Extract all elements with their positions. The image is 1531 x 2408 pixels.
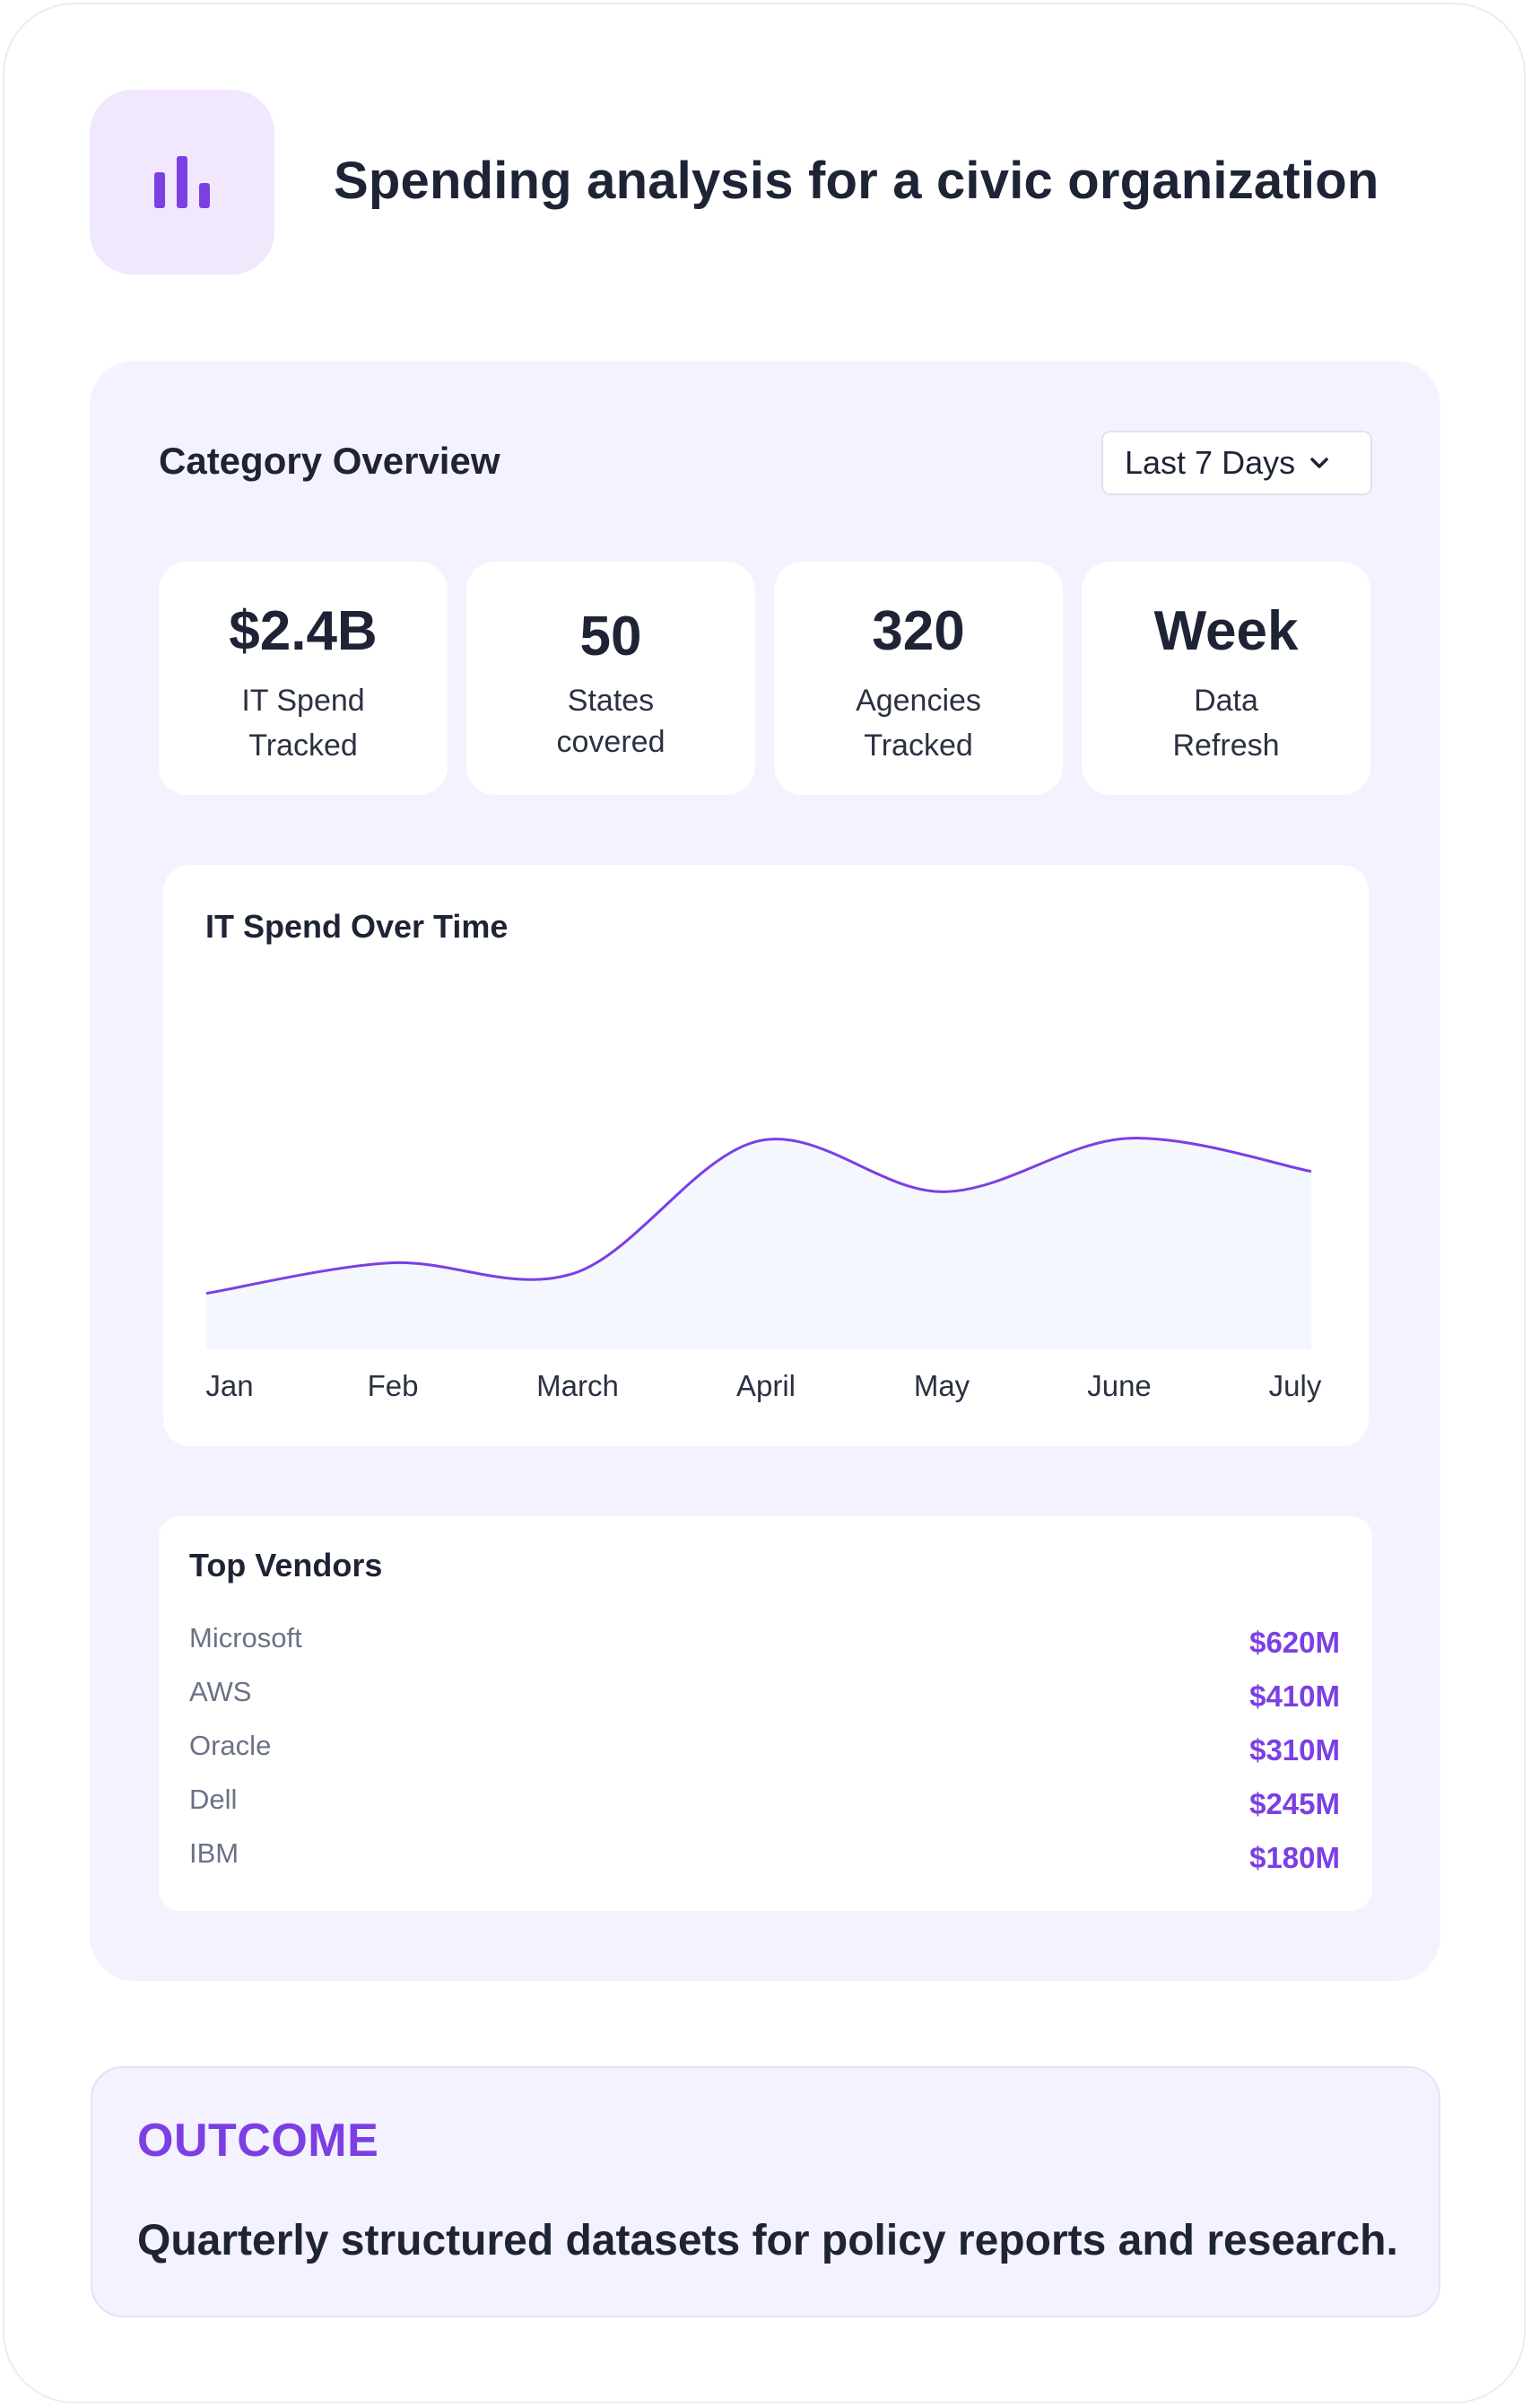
- date-range-select[interactable]: Last 7 Days: [1101, 431, 1372, 495]
- stat-value: $2.4B: [229, 600, 378, 662]
- stat-value: Week: [1153, 600, 1299, 662]
- chart-area-fill: [206, 1138, 1311, 1349]
- overview-title: Category Overview: [159, 440, 500, 482]
- vendor-name: Microsoft: [189, 1622, 302, 1653]
- vendor-amount: $410M: [1249, 1679, 1340, 1713]
- vendor-name: Dell: [189, 1784, 238, 1815]
- logo-tile: [90, 90, 274, 275]
- date-range-value: Last 7 Days: [1125, 444, 1296, 481]
- top-vendors-title: Top Vendors: [189, 1547, 383, 1584]
- outcome-box: [91, 2066, 1440, 2317]
- vendor-amount: $245M: [1249, 1787, 1340, 1820]
- stat-card-it-spend: $2.4B IT Spend Tracked: [159, 562, 448, 795]
- x-tick-label: Jan: [205, 1369, 253, 1402]
- x-tick-label: June: [1087, 1369, 1152, 1402]
- chart-title: IT Spend Over Time: [205, 908, 509, 945]
- x-tick-label: July: [1269, 1369, 1322, 1402]
- x-tick-label: March: [536, 1369, 619, 1402]
- spend-area-chart: Jan Feb March April May June July: [205, 1137, 1322, 1402]
- vendor-name: Oracle: [189, 1730, 272, 1761]
- outcome-text: Quarterly structured datasets for policy…: [137, 2217, 1398, 2264]
- page-title: Spending analysis for a civic organizati…: [334, 152, 1379, 210]
- vendor-amount: $620M: [1249, 1626, 1340, 1659]
- bar-chart-icon: [154, 156, 210, 208]
- stat-label: IT Spend Tracked: [241, 684, 365, 763]
- top-vendors-card: [159, 1516, 1372, 1911]
- stat-label: Agencies Tracked: [856, 684, 981, 763]
- stat-label: States covered: [556, 684, 665, 759]
- chevron-down-icon: [1310, 458, 1328, 468]
- x-tick-label: Feb: [368, 1369, 419, 1402]
- stat-card-states: 50 States covered: [466, 562, 755, 795]
- vendor-amount: $310M: [1249, 1733, 1340, 1767]
- stat-value: 50: [579, 606, 642, 667]
- stat-card-refresh: Week Data Refresh: [1082, 562, 1370, 795]
- outcome-label: OUTCOME: [137, 2115, 379, 2167]
- vendor-amount: $180M: [1249, 1841, 1340, 1874]
- x-tick-label: May: [914, 1369, 970, 1402]
- stat-label: Data Refresh: [1172, 684, 1280, 763]
- vendor-name: AWS: [189, 1676, 252, 1707]
- stat-value: 320: [872, 600, 965, 662]
- chart-series-line: [205, 1137, 1312, 1296]
- stat-card-agencies: 320 Agencies Tracked: [774, 562, 1063, 795]
- x-tick-label: April: [736, 1369, 796, 1402]
- vendor-name: IBM: [189, 1837, 239, 1869]
